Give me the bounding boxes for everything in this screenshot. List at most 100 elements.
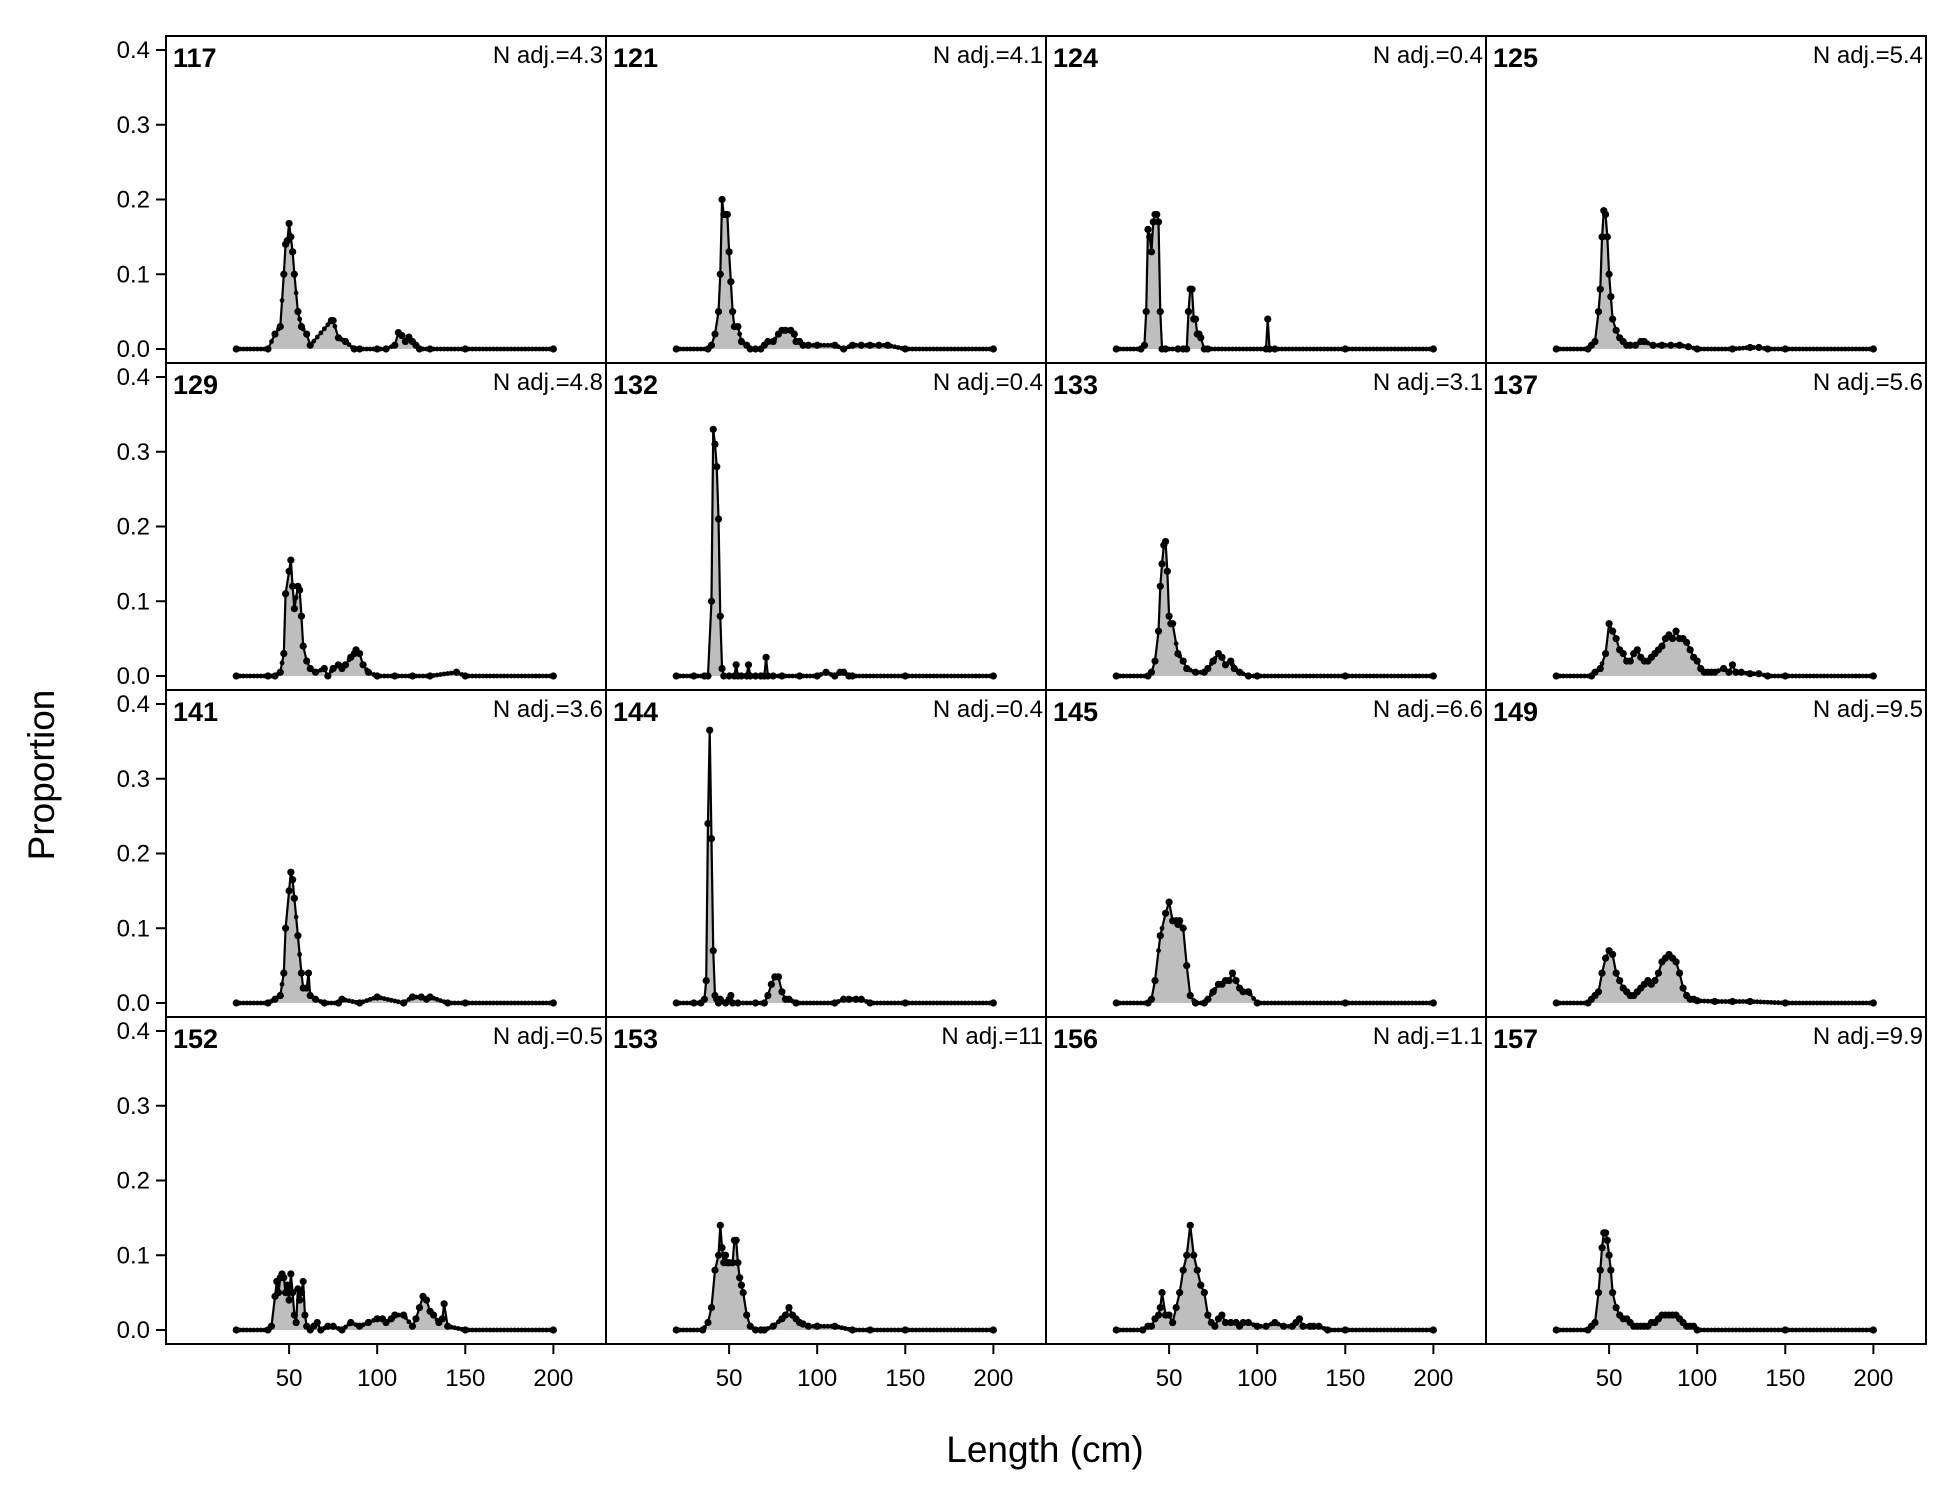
data-point [294,932,302,940]
data-point [1176,1289,1184,1297]
data-point [1693,657,1701,665]
data-point [1339,1327,1345,1333]
data-point [262,1327,267,1333]
data-point [973,346,979,352]
data-point [1722,1327,1728,1333]
n-adj-label: N adj.=3.1 [1373,369,1483,396]
data-point [768,339,774,344]
data-point [1609,1289,1617,1297]
data-point [1124,1327,1130,1333]
data-point [901,672,909,680]
data-point [948,346,954,352]
n-adj-label: N adj.=0.5 [493,1023,603,1050]
data-point [1156,1303,1164,1312]
data-point [1325,346,1331,352]
data-point [687,346,693,352]
data-point [1768,1327,1774,1333]
data-point [969,1000,975,1006]
data-point [931,1000,936,1006]
panel-label: 152 [173,1024,218,1054]
data-point [280,270,288,278]
y-tick-label: 0.3 [117,1093,150,1120]
panel-label: 137 [1493,370,1538,400]
data-point [1295,1315,1304,1323]
data-point [1204,1311,1212,1319]
data-point [828,1323,834,1329]
data-point [1839,673,1845,679]
y-tick-label: 0.3 [117,439,150,466]
data-point [1254,346,1260,352]
data-point [1832,673,1838,679]
data-point [1151,657,1159,665]
data-point [1601,1229,1610,1237]
data-point [931,673,936,679]
panel-label: 121 [613,43,658,73]
data-point [1371,673,1376,679]
y-tick-label: 0.3 [117,112,150,139]
data-point [1367,346,1373,352]
data-point [1218,653,1226,661]
data-point [860,342,866,348]
data-point [1353,673,1359,679]
data-point [768,673,774,679]
data-point [934,1000,940,1006]
data-point [1264,315,1272,323]
data-point [973,1000,979,1006]
data-point [1321,1000,1327,1006]
data-point [1832,1000,1838,1006]
data-point [1416,673,1422,679]
data-point [885,1000,891,1006]
data-point [1198,669,1204,675]
data-point [754,1327,760,1333]
data-point [264,672,272,680]
data-point [1856,673,1862,679]
data-point [952,1327,958,1333]
data-point [1856,346,1862,352]
panel-label: 157 [1493,1024,1538,1054]
data-point [1413,1327,1419,1333]
data-point [1578,1327,1584,1333]
data-point [501,1327,507,1333]
data-point [1796,346,1802,352]
data-point [412,1315,420,1323]
data-point [1216,346,1221,352]
data-point [536,1327,542,1333]
data-point [1120,673,1126,679]
data-point [1328,1327,1334,1333]
data-point [866,1326,874,1334]
data-point [702,346,707,352]
data-point [1413,673,1419,679]
data-point [391,1311,399,1319]
data-point [303,657,311,665]
data-point [247,1327,253,1333]
data-point [1793,1000,1799,1006]
data-point [519,1000,525,1006]
data-point [888,1327,894,1333]
data-point [1228,969,1237,977]
n-adj-label: N adj.=5.6 [1813,369,1923,396]
data-point [536,346,542,352]
panel-border [165,689,607,1018]
data-point [1117,346,1123,352]
x-tick-label: 100 [1677,1365,1717,1392]
data-point [1825,673,1830,679]
data-point [355,345,364,353]
data-point [285,887,293,895]
data-point [754,346,760,352]
data-point [285,1296,293,1304]
data-point [1392,1000,1398,1006]
data-point [1346,1000,1352,1006]
data-point [355,649,364,658]
data-point [1194,669,1200,675]
data-point [1392,346,1398,352]
data-point [1300,673,1306,679]
data-point [420,346,426,352]
data-point [1765,999,1771,1005]
data-point [1429,672,1437,680]
panel-border [605,35,1047,364]
data-point [901,999,909,1007]
data-point [378,673,384,679]
data-point [800,673,806,679]
data-point [1321,1326,1327,1331]
data-point [1149,218,1157,226]
